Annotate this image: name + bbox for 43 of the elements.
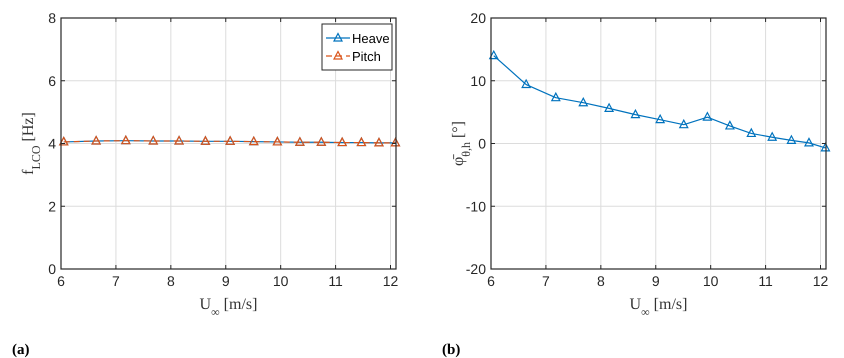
x-tick-label: 8 bbox=[596, 273, 605, 289]
x-tick-label: 7 bbox=[542, 273, 550, 289]
legend-label: Pitch bbox=[352, 49, 381, 64]
point bbox=[489, 50, 498, 60]
point bbox=[522, 79, 531, 88]
point bbox=[630, 110, 640, 118]
y-tick-label: -20 bbox=[466, 261, 486, 277]
text: (b) bbox=[442, 342, 460, 358]
x-tick-label: 11 bbox=[328, 273, 344, 289]
point bbox=[604, 103, 614, 112]
y-tick-label: 0 bbox=[48, 261, 56, 277]
x-tick-label: 7 bbox=[112, 273, 120, 289]
y-tick-label: 2 bbox=[48, 198, 56, 214]
x-tick-label: 12 bbox=[812, 273, 829, 289]
x-tick-label: 10 bbox=[702, 273, 719, 289]
x-tick-label: 11 bbox=[758, 273, 774, 289]
point bbox=[820, 142, 830, 152]
y-tick-label: -10 bbox=[466, 198, 486, 214]
point bbox=[578, 98, 588, 106]
point bbox=[786, 135, 796, 144]
point bbox=[702, 112, 712, 121]
x-tick-label: 9 bbox=[222, 273, 230, 289]
point bbox=[551, 92, 560, 102]
y-tick-label: 8 bbox=[48, 10, 56, 26]
x-tick-label: 9 bbox=[652, 273, 660, 289]
x-axis-title: U$_{∞}$ [m/s] bbox=[630, 296, 688, 319]
point bbox=[656, 114, 665, 124]
point bbox=[725, 120, 734, 130]
y-tick-label: 4 bbox=[48, 136, 56, 152]
x-tick-label: 10 bbox=[272, 273, 289, 289]
x-axis-title: U$_{∞}$ [m/s] bbox=[200, 296, 258, 319]
point bbox=[804, 138, 814, 146]
x-tick-label: 12 bbox=[382, 273, 399, 289]
point bbox=[768, 132, 777, 141]
point bbox=[746, 128, 756, 138]
text: (a) bbox=[12, 342, 30, 358]
point bbox=[679, 120, 688, 128]
legend-label: Heave bbox=[352, 31, 390, 46]
y-tick-label: 0 bbox=[478, 136, 486, 152]
y-tick-label: 20 bbox=[470, 10, 486, 26]
y-tick-label: 10 bbox=[470, 72, 486, 89]
y-tick-label: 6 bbox=[48, 72, 56, 89]
x-tick-label: 8 bbox=[166, 273, 175, 289]
